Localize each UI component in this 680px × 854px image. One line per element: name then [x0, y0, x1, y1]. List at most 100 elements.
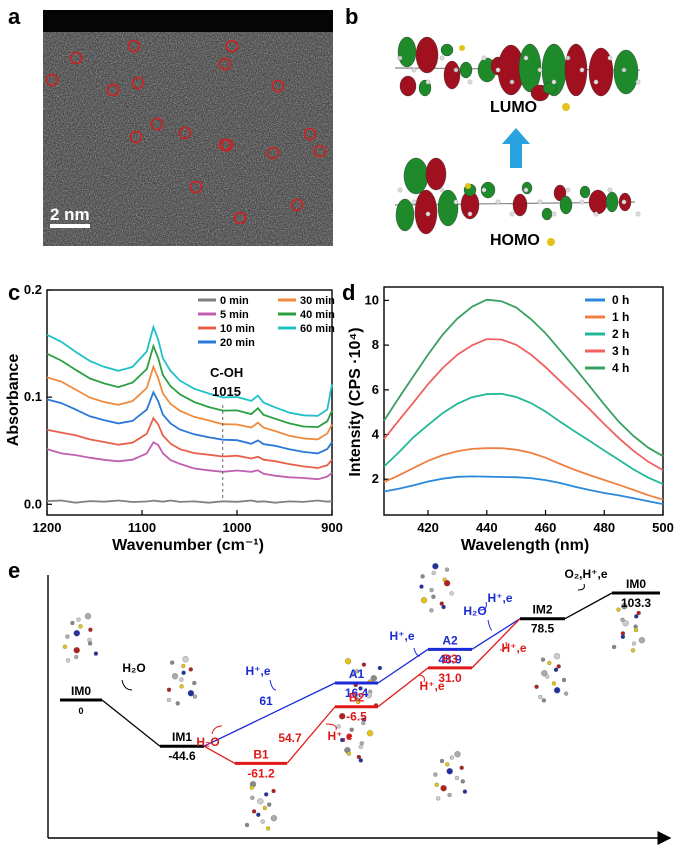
c-y-tick-label: 0.2 — [24, 282, 42, 297]
c-plot-frame — [46, 289, 333, 516]
molecule-atom — [447, 792, 452, 798]
d-series-line — [383, 338, 664, 471]
molecule-atom — [366, 730, 374, 737]
d-plot-frame — [383, 286, 664, 516]
molecule-atom — [355, 699, 361, 705]
step-curl-arrow-icon — [417, 674, 425, 683]
orbital-lobe — [397, 36, 417, 68]
level-value-label: 48.9 — [438, 652, 462, 666]
step-label: H⁺,e — [419, 679, 444, 693]
level-value-label: -6.5 — [346, 710, 367, 724]
c-series-line — [46, 324, 333, 417]
pathway-connector — [471, 618, 521, 669]
orbital-lobe — [403, 157, 429, 195]
molecule-atom — [336, 724, 341, 729]
level-name-label: B2 — [349, 691, 365, 705]
molecule-atom — [358, 686, 363, 691]
lumo-orbital-picture — [394, 36, 641, 111]
c-legend-label: 40 min — [300, 309, 335, 321]
scale-bar-label: 2 nm — [50, 205, 90, 224]
molecule-atom — [561, 677, 567, 683]
molecule-atom — [347, 734, 352, 739]
lattice-marker — [225, 39, 239, 53]
orbital-lobe — [613, 49, 639, 95]
c-legend-label: 0 min — [220, 295, 249, 307]
molecule-atom — [611, 644, 617, 650]
c-y-tick-label: 0.1 — [24, 389, 42, 404]
molecule-atom — [350, 672, 355, 677]
molecule-atom — [262, 805, 267, 811]
molecule-structures — [62, 563, 646, 831]
pathway-connector — [564, 592, 613, 620]
orbital-lobe — [443, 60, 461, 90]
molecule-atom — [419, 584, 424, 589]
molecule-atom — [250, 795, 255, 800]
molecule-atom — [344, 658, 352, 665]
c-series-line — [46, 499, 333, 504]
step-label: H⁺,e — [389, 629, 414, 643]
lattice-marker — [131, 76, 145, 90]
lattice-marker — [129, 130, 143, 144]
scale-bar — [50, 224, 90, 228]
molecule-atom — [78, 624, 83, 629]
step-label: H⁺,e — [327, 729, 352, 743]
d-x-tick-label: 480 — [593, 520, 615, 535]
molecule-atom — [356, 754, 362, 760]
molecule-atom — [179, 684, 184, 689]
orbital-lobe — [480, 181, 496, 199]
molecule-atom — [62, 644, 68, 649]
absorbance-chart: c 1200 1100 1000 900 0.0 0.1 0.2 0 min 5 min 10 m… — [5, 280, 343, 554]
lattice-marker — [45, 73, 59, 87]
d-legend-label: 3 h — [612, 344, 629, 358]
molecule-atom — [445, 762, 450, 767]
molecule-atom — [181, 670, 186, 675]
lattice-markers — [45, 39, 327, 225]
orbital-lobe — [579, 185, 591, 199]
homo-orbital-picture — [394, 157, 641, 246]
orbital-lobe — [414, 189, 438, 235]
molecule-atom — [538, 694, 543, 700]
panel-a: a 2 nm — [8, 4, 333, 246]
level-name-label: IM1 — [172, 730, 192, 744]
molecule-atom — [638, 637, 646, 644]
level-name-label: B3 — [442, 652, 458, 666]
molecule-atom — [358, 758, 363, 763]
molecule-atom — [449, 755, 454, 760]
orbital-lobe — [440, 43, 454, 57]
orbital-lobe — [559, 195, 573, 215]
molecule-atom — [73, 647, 80, 654]
molecule-atom — [439, 758, 445, 764]
level-name-label: IM0 — [71, 684, 91, 698]
level-value-label: 31.0 — [438, 671, 462, 685]
pathway-connector — [203, 745, 236, 764]
d-x-tick-label: 440 — [476, 520, 498, 535]
lattice-marker — [313, 144, 327, 158]
molecule-atom — [636, 610, 641, 616]
c-legend-label: 20 min — [220, 337, 255, 349]
molecule-atom — [249, 785, 254, 790]
molecule-atom — [181, 663, 186, 669]
orbital-lobe — [399, 75, 417, 97]
panel-b: b LUMO HOMO — [345, 4, 641, 249]
lattice-marker — [290, 198, 304, 212]
d-legend-label: 0 h — [612, 293, 629, 307]
molecule-atom — [429, 587, 434, 593]
molecule-atom — [257, 798, 264, 805]
homo-label: HOMO — [490, 232, 540, 249]
orbital-lobe — [395, 198, 415, 232]
lattice-marker — [266, 146, 280, 160]
d-legend-label: 2 h — [612, 327, 629, 341]
molecule-atom — [459, 765, 464, 770]
orbital-lobe — [518, 43, 542, 93]
lattice-marker — [69, 51, 83, 65]
molecule-atom — [620, 634, 626, 639]
c-series-line — [46, 441, 333, 481]
lattice-marker — [127, 39, 141, 53]
molecule-atom — [349, 727, 354, 732]
molecule-atom — [420, 597, 428, 604]
d-y-tick-label: 8 — [372, 337, 379, 352]
step-curl-arrow-icon — [577, 583, 585, 591]
d-y-tick-label: 4 — [372, 427, 380, 442]
molecule-atom — [563, 691, 569, 696]
d-legend-label: 4 h — [612, 361, 629, 375]
